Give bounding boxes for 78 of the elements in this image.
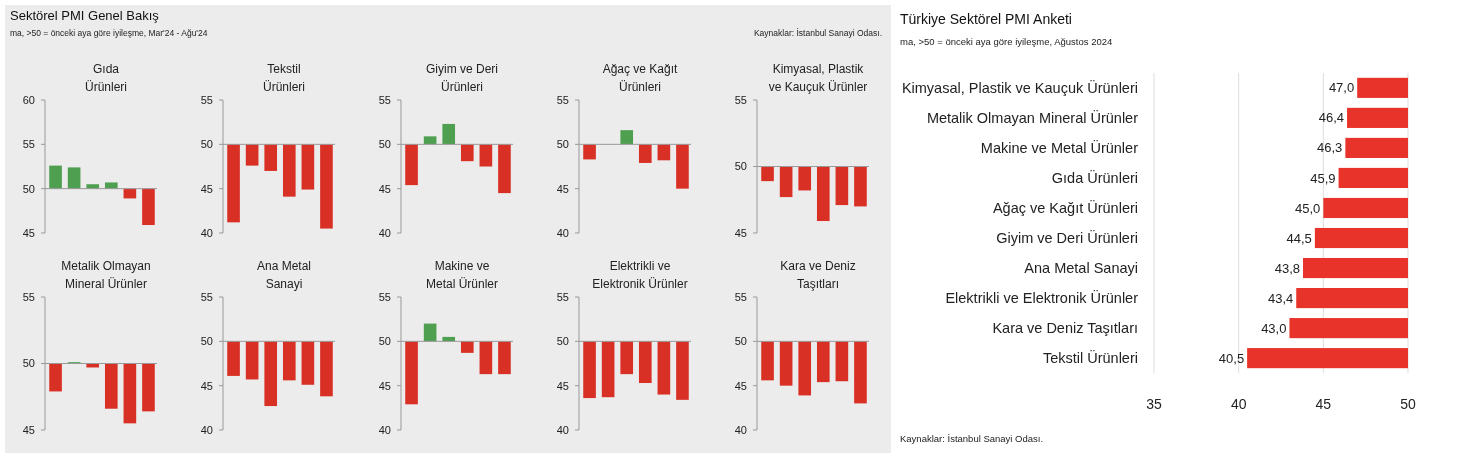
chart-title: Elektrikli ve Elektronik Ürünler [592,259,688,291]
x-tick-label: 35 [1146,396,1162,412]
x-tick-label: 45 [1315,396,1332,412]
data-label: 46,3 [1317,140,1343,156]
chart-title: Kimyasal, Plastik ve Kauçuk Ürünler [768,62,868,94]
y-tick-label: Ana Metal Sanayi [1024,260,1138,277]
data-label: 44,5 [1286,230,1312,246]
y-tick-label: 50 [734,335,747,348]
chart-title: Tekstil Ürünleri [262,62,306,94]
x-tick-label: 40 [1230,396,1247,412]
y-tick-label: 50 [556,335,569,348]
y-tick-label: Kimyasal, Plastik ve Kauçuk Ürünleri [901,78,1138,96]
y-tick-label: 45 [22,423,35,436]
text: ma, >50 = önceki aya göre iyileşme, Mar'24 - Ağu'24 [10,28,208,38]
y-tick-label: Makine ve Metal Ürünler [980,139,1139,156]
data-label: 45,9 [1310,170,1336,186]
y-tick-label: 45 [734,226,747,239]
y-tick-label: 50 [378,335,391,348]
y-tick-label: Giyim ve Deri Ürünleri [996,229,1138,247]
data-label: 47,0 [1328,80,1355,96]
data-label: 46,4 [1318,110,1345,126]
y-tick-label: 40 [734,423,747,436]
text: Türkiye Sektörel PMI Anketi [900,11,1072,27]
y-tick-label: 55 [22,138,35,151]
y-tick-label: 50 [22,182,35,195]
y-tick-label: 55 [22,290,35,303]
y-tick-label: 45 [556,182,569,195]
y-tick-label: 55 [556,93,569,106]
y-tick-label: 50 [22,357,35,370]
data-label: 43,4 [1267,290,1294,306]
chart-title: Giyim ve Deri Ürünleri [425,62,499,94]
y-tick-label: 45 [378,379,391,392]
y-tick-label: 50 [734,160,747,173]
text: Kaynaklar: İstanbul Sanayi Odası. [900,433,1044,444]
y-tick-label: 55 [200,290,213,303]
y-tick-label: 40 [200,423,213,436]
y-tick-label: Metalik Olmayan Mineral Ürünler [926,108,1139,126]
chart-title: Gıda Ürünleri [84,62,128,94]
y-tick-label: 55 [378,93,391,106]
y-tick-label: 40 [378,226,391,239]
y-tick-label: 45 [200,379,213,392]
y-tick-label: 50 [200,138,213,151]
text: Sektörel PMI Genel Bakış [10,8,160,23]
chart-title: Kara ve Deniz Taşıtları [780,259,856,291]
y-tick-label: 45 [556,379,569,392]
y-tick-label: Gıda Ürünleri [1051,169,1138,187]
data-label: 40,5 [1218,350,1245,366]
y-tick-label: 55 [200,93,213,106]
text: Kaynaklar: İstanbul Sanayi Odası. [753,28,882,38]
y-tick-label: 45 [22,226,35,239]
x-tick-label: 50 [1400,396,1416,412]
y-tick-label: 40 [378,423,391,436]
y-tick-label: 45 [200,182,213,195]
text: ma, >50 = önceki aya göre iyileşme, Ağustos 2024 [900,36,1113,47]
chart-title: Metalik Olmayan Mineral Ürünler [61,259,151,291]
y-tick-label: 55 [734,93,747,106]
y-tick-label: Elektrikli ve Elektronik Ürünler [945,289,1139,307]
y-tick-label: 45 [734,379,747,392]
y-tick-label: 55 [378,290,391,303]
data-label: 43,8 [1274,260,1301,276]
y-tick-label: 50 [200,335,213,348]
chart-title: Ağaç ve Kağıt Ürünleri [602,62,679,94]
y-tick-label: 45 [378,182,391,195]
y-tick-label: 50 [556,138,569,151]
y-tick-label: 40 [556,423,569,436]
y-tick-label: Kara ve Deniz Taşıtları [992,320,1138,337]
chart-title: Makine ve Metal Ürünler [425,259,499,291]
y-tick-label: 60 [22,93,35,106]
y-tick-label: Ağaç ve Kağıt Ürünleri [992,199,1138,217]
y-tick-label: 40 [200,226,213,239]
y-tick-label: 55 [734,290,747,303]
y-tick-label: 55 [556,290,569,303]
data-label: 43,0 [1261,320,1287,336]
y-tick-label: Tekstil Ürünleri [1042,349,1138,367]
y-tick-label: 40 [556,226,569,239]
data-label: 45,0 [1295,200,1321,216]
chart-title: Ana Metal Sanayi [256,259,312,291]
y-tick-label: 50 [378,138,391,151]
